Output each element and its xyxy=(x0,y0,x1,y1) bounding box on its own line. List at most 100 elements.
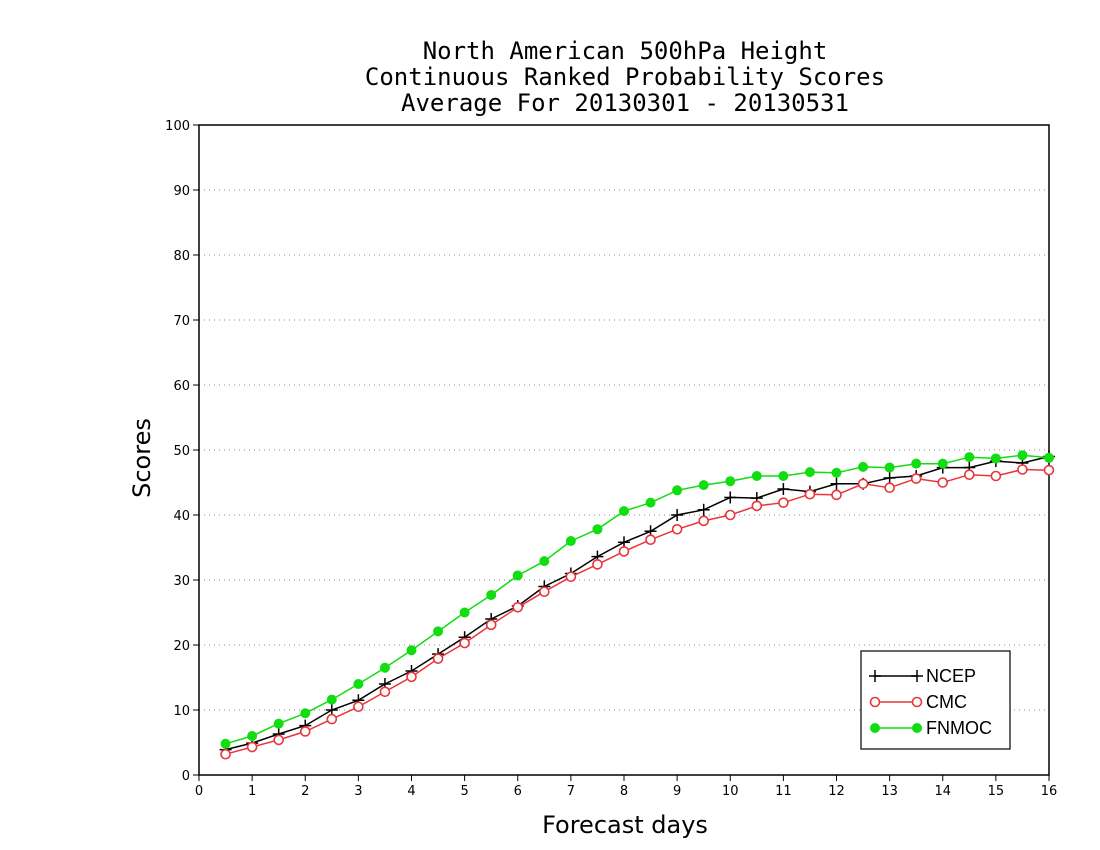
data-point-cmc xyxy=(831,489,842,501)
data-point-ncep xyxy=(883,471,896,484)
data-point-cmc xyxy=(964,469,975,481)
title-line-3: Average For 20130301 - 20130531 xyxy=(401,89,849,117)
data-point-cmc xyxy=(724,509,736,521)
data-point-cmc xyxy=(990,470,1002,482)
x-tick-label: 6 xyxy=(514,784,522,799)
data-point-fnmoc xyxy=(778,471,789,481)
x-tick-label: 1 xyxy=(248,784,256,799)
y-axis-title: Scores xyxy=(128,418,156,498)
y-tick-label: 10 xyxy=(173,704,190,719)
data-point-cmc xyxy=(220,748,231,760)
data-point-fnmoc xyxy=(672,485,683,496)
data-point-cmc xyxy=(937,477,949,488)
data-point-fnmoc xyxy=(326,694,337,705)
data-point-cmc xyxy=(671,523,683,535)
data-point-cmc xyxy=(353,701,364,713)
data-point-fnmoc xyxy=(353,679,364,689)
x-tick-label: 7 xyxy=(567,784,575,799)
data-point-ncep xyxy=(671,509,684,521)
data-point-fnmoc xyxy=(220,738,231,749)
y-tick-label: 60 xyxy=(173,379,190,394)
x-tick-label: 15 xyxy=(988,784,1005,799)
data-point-cmc xyxy=(246,741,258,753)
data-point-fnmoc xyxy=(565,536,576,546)
data-point-cmc xyxy=(459,637,470,649)
y-tick-label: 0 xyxy=(182,769,190,784)
data-point-fnmoc xyxy=(858,461,869,472)
legend-box xyxy=(860,650,1011,750)
x-tick-label: 9 xyxy=(673,784,681,799)
data-point-fnmoc xyxy=(273,718,284,729)
data-point-cmc xyxy=(1043,464,1055,476)
data-point-fnmoc xyxy=(1044,452,1054,463)
legend: NCEP CMC FNMOC xyxy=(860,650,1011,750)
data-point-fnmoc xyxy=(645,497,656,508)
legend-marker xyxy=(869,696,881,708)
data-point-fnmoc xyxy=(937,458,948,469)
legend-marker xyxy=(912,723,922,733)
x-tick-label: 14 xyxy=(934,784,951,799)
data-point-fnmoc xyxy=(751,471,762,481)
legend-marker xyxy=(911,670,923,682)
y-tick-label: 30 xyxy=(173,574,190,589)
data-point-fnmoc xyxy=(539,556,550,567)
data-point-cmc xyxy=(857,478,869,490)
data-point-cmc xyxy=(778,497,789,508)
data-point-fnmoc xyxy=(619,506,629,517)
x-tick-label: 5 xyxy=(460,784,468,799)
x-tick-label: 0 xyxy=(195,784,203,799)
x-tick-label: 2 xyxy=(301,784,309,799)
data-point-ncep xyxy=(697,503,710,516)
title-line-2: Continuous Ranked Probability Scores xyxy=(365,63,885,91)
legend-item-cmc: CMC xyxy=(869,692,967,712)
x-tick-label: 12 xyxy=(828,784,845,799)
y-tick-label: 90 xyxy=(173,184,190,199)
y-tick-label: 100 xyxy=(165,119,190,134)
data-point-cmc xyxy=(273,734,284,746)
legend-marker xyxy=(869,670,881,682)
data-point-fnmoc xyxy=(804,467,815,478)
data-point-cmc xyxy=(299,726,311,737)
y-tick-label: 50 xyxy=(173,444,190,459)
data-point-fnmoc xyxy=(592,524,603,535)
data-point-cmc xyxy=(698,515,709,527)
data-point-cmc xyxy=(1017,464,1028,475)
data-point-cmc xyxy=(326,713,338,725)
data-point-cmc xyxy=(512,601,524,613)
data-point-fnmoc xyxy=(884,462,895,473)
data-point-fnmoc xyxy=(725,476,736,487)
data-point-cmc xyxy=(751,500,763,512)
series-fnmoc xyxy=(220,450,1054,749)
data-point-ncep xyxy=(830,477,843,490)
series-cmc xyxy=(220,464,1055,760)
data-point-fnmoc xyxy=(247,731,258,741)
data-point-cmc xyxy=(884,482,895,494)
grid-lines xyxy=(199,189,1049,711)
x-tick-label: 8 xyxy=(620,784,628,799)
x-tick-label: 11 xyxy=(775,784,792,799)
data-point-cmc xyxy=(804,488,816,500)
y-tick-label: 40 xyxy=(173,509,190,524)
legend-marker xyxy=(911,696,923,708)
legend-label: CMC xyxy=(926,692,967,712)
x-tick-label: 4 xyxy=(407,784,415,799)
legend-item-fnmoc: FNMOC xyxy=(870,718,992,738)
data-point-cmc xyxy=(379,686,391,698)
data-point-ncep xyxy=(777,483,790,495)
y-tick-label: 70 xyxy=(173,314,190,329)
data-point-cmc xyxy=(539,586,550,598)
x-tick-label: 10 xyxy=(722,784,739,799)
data-point-fnmoc xyxy=(698,480,709,491)
x-axis-title: Forecast days xyxy=(542,811,708,839)
y-axis: 0 10 20 30 40 50 60 70 80 90 100 xyxy=(165,119,199,784)
data-point-cmc xyxy=(645,534,656,546)
title-line-1: North American 500hPa Height xyxy=(423,37,828,65)
data-point-cmc xyxy=(432,653,444,664)
y-tick-label: 20 xyxy=(173,639,190,654)
data-point-fnmoc xyxy=(486,589,497,600)
legend-label: NCEP xyxy=(926,666,976,686)
data-point-fnmoc xyxy=(300,708,311,719)
data-point-fnmoc xyxy=(911,458,922,469)
